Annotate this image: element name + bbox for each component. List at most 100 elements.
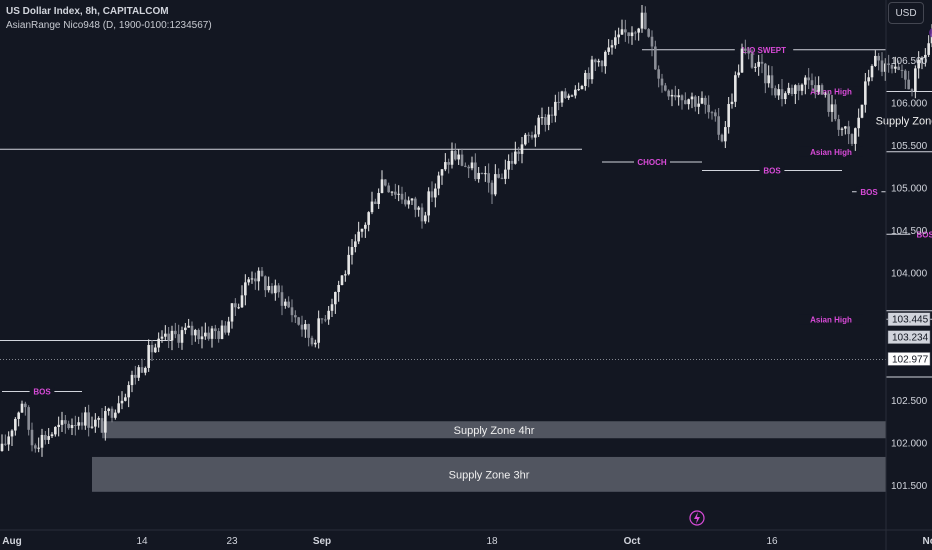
candle-body <box>144 367 147 373</box>
candle-body <box>147 344 150 368</box>
candle-body <box>927 43 930 55</box>
candle-body <box>124 397 127 401</box>
candle-body <box>560 91 564 103</box>
candle-body <box>587 72 590 80</box>
candle-body <box>684 100 687 105</box>
candle-body <box>20 403 24 413</box>
candle-body <box>370 201 374 213</box>
candle-body <box>140 367 144 373</box>
candle-body <box>234 303 237 308</box>
candle-body <box>47 436 50 440</box>
candle-body <box>824 93 827 95</box>
candle-body <box>780 89 784 100</box>
candle-body <box>177 334 180 343</box>
y-tick-label: 102.000 <box>891 439 928 450</box>
level-label: Asian High <box>810 87 852 96</box>
candle-body <box>374 201 377 205</box>
candle-body <box>797 85 800 91</box>
candle-body <box>910 89 914 92</box>
candle-body <box>364 224 367 229</box>
candle-body <box>130 374 134 386</box>
candle-body <box>257 270 260 282</box>
candle-body <box>210 328 214 339</box>
candle-body <box>844 126 847 129</box>
candle-body <box>297 317 300 325</box>
candle-body <box>390 191 394 193</box>
candle-body <box>834 104 837 120</box>
candle-body <box>384 179 387 186</box>
candle-body <box>277 285 280 293</box>
candle-body <box>890 65 894 69</box>
candle-body <box>517 151 520 154</box>
candle-body <box>574 89 577 96</box>
candle-body <box>274 285 277 294</box>
candle-body <box>620 29 624 35</box>
candle-body <box>740 48 744 73</box>
candle-body <box>417 207 420 210</box>
candle-body <box>330 304 334 311</box>
candle-body <box>830 104 834 112</box>
candle-body <box>690 96 694 100</box>
candle-body <box>464 165 467 167</box>
candle-body <box>270 285 274 294</box>
candle-body <box>97 418 100 420</box>
candle-body <box>774 88 777 96</box>
x-tick-label: Oct <box>624 536 641 547</box>
candle-body <box>474 162 477 180</box>
candle-body <box>850 134 854 144</box>
x-tick-label: Nov <box>923 536 932 547</box>
candle-body <box>344 274 347 276</box>
level-label-bg <box>856 186 882 197</box>
candle-body <box>820 85 824 95</box>
candle-body <box>594 59 597 63</box>
candle-body <box>440 169 444 176</box>
candle-body <box>584 72 587 86</box>
level-label: BOS <box>860 188 878 197</box>
candle-body <box>250 278 254 280</box>
candle-body <box>324 319 327 321</box>
currency-button[interactable]: USD <box>888 2 924 24</box>
candle-body <box>877 55 880 61</box>
candle-body <box>264 276 267 291</box>
level-label: BOS <box>33 388 51 397</box>
level-label-bg <box>29 386 55 397</box>
candle-body <box>484 173 487 175</box>
candle-body <box>847 126 850 135</box>
level-label: CHOCH <box>637 158 667 167</box>
candle-body <box>530 135 534 138</box>
candle-body <box>700 97 704 104</box>
candle-body <box>790 87 794 95</box>
candle-body <box>294 315 297 318</box>
x-tick-label: 14 <box>136 536 148 547</box>
level-label-bg <box>910 229 932 240</box>
price-tag-bg <box>887 352 931 366</box>
candle-body <box>557 101 560 103</box>
candle-body <box>154 347 157 353</box>
candle-body <box>714 112 717 117</box>
x-tick-label: Aug <box>2 536 21 547</box>
candle-body <box>14 418 17 431</box>
candle-body <box>554 101 557 116</box>
level-label-bg <box>759 165 785 176</box>
candle-body <box>857 117 860 129</box>
candle-body <box>867 77 870 82</box>
candle-body <box>757 61 760 67</box>
candle-body <box>240 295 244 308</box>
candle-body <box>674 94 677 98</box>
candle-body <box>57 424 60 427</box>
candle-body <box>710 112 714 114</box>
candle-body <box>100 418 104 433</box>
candle-body <box>44 434 47 440</box>
candle-body <box>454 150 457 160</box>
candle-body <box>260 270 264 277</box>
candle-body <box>810 80 814 86</box>
lightning-icon <box>689 510 705 526</box>
candle-body <box>394 191 397 195</box>
candle-body <box>460 154 464 166</box>
candle-body <box>117 403 120 413</box>
candle-body <box>10 430 14 437</box>
candle-body <box>110 408 114 418</box>
candle-body <box>94 419 97 427</box>
candle-body <box>654 46 657 70</box>
